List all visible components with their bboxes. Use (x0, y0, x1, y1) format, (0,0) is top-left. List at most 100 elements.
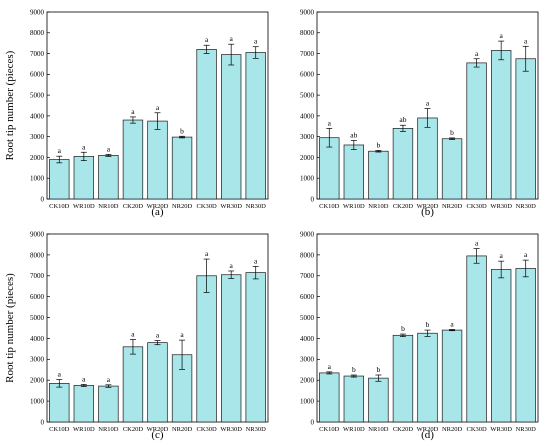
x-tick-label: WR20D (147, 203, 169, 210)
y-tick-label: 6000 (300, 293, 315, 301)
x-tick-label: WR10D (343, 426, 365, 433)
significance-label: a (131, 107, 135, 116)
bar-CK20D (392, 334, 414, 423)
x-tick-label: NR20D (442, 203, 463, 210)
bar-CK30D (196, 275, 217, 423)
bar-WR10D (343, 144, 365, 200)
bar-WR30D (220, 274, 242, 423)
significance-label: b (377, 140, 381, 149)
y-tick-label: 0 (41, 418, 45, 426)
bar-CK20D (122, 119, 144, 200)
significance-label: ab (350, 130, 357, 139)
x-tick-label: WR20D (147, 426, 169, 433)
bar-NR20D (441, 329, 463, 423)
bar-NR20D (441, 138, 463, 200)
y-tick-label: 1000 (300, 398, 315, 406)
significance-label: a (205, 249, 209, 258)
significance-label: a (524, 36, 528, 45)
x-tick-label: WR20D (417, 203, 439, 210)
x-tick-label: WR10D (73, 426, 95, 433)
significance-label: a (107, 375, 111, 384)
significance-label: a (229, 34, 233, 43)
y-tick-label: 9000 (30, 230, 45, 238)
y-tick-label: 3000 (300, 356, 315, 364)
significance-label: a (426, 99, 430, 108)
y-tick-label: 5000 (30, 314, 45, 322)
significance-label: a (58, 370, 62, 379)
bar-WR20D (417, 332, 438, 423)
y-tick-label: 7000 (30, 272, 45, 280)
significance-label: b (426, 320, 430, 329)
y-tick-label: 5000 (30, 92, 45, 100)
y-tick-label: 9000 (300, 8, 315, 16)
bar-WR30D (490, 269, 512, 423)
x-tick-label: CK10D (319, 203, 340, 210)
bar-WR20D (417, 117, 438, 200)
y-axis-label: Root tip number (pieces) (4, 273, 16, 383)
significance-label: a (131, 329, 135, 338)
x-tick-label: WR30D (220, 426, 242, 433)
chart-panel-2: 0 1000 2000 3000 4000 5000 6000 7000 8000 9000 a CK… (300, 8, 539, 218)
bar-WR20D (147, 342, 168, 423)
x-tick-label: NR30D (246, 426, 267, 433)
x-tick-label: CK10D (319, 426, 340, 433)
bar-WR10D (73, 385, 95, 423)
y-tick-label: 8000 (30, 251, 45, 259)
x-tick-label: WR30D (220, 203, 242, 210)
y-tick-label: 0 (311, 195, 315, 203)
x-tick-label: CK10D (49, 426, 70, 433)
y-tick-label: 6000 (30, 293, 45, 301)
bar-NR20D (171, 136, 193, 200)
significance-label: a (328, 362, 332, 371)
y-tick-label: 0 (41, 195, 45, 203)
significance-label: a (524, 250, 528, 259)
x-tick-label: CK30D (466, 203, 487, 210)
y-tick-label: 6000 (30, 71, 45, 79)
x-tick-label: NR30D (516, 426, 537, 433)
x-tick-label: NR30D (246, 203, 267, 210)
x-tick-label: CK30D (466, 426, 487, 433)
significance-label: a (328, 118, 332, 127)
bar-NR10D (368, 150, 389, 200)
y-tick-label: 1000 (30, 175, 45, 183)
significance-label: b (352, 365, 356, 374)
y-tick-label: 6000 (300, 71, 315, 79)
significance-label: a (450, 319, 454, 328)
significance-label: a (156, 103, 160, 112)
chart-panel-1: 0 1000 2000 3000 4000 5000 6000 7000 8000 9000 Roo… (4, 8, 269, 218)
significance-label: a (499, 251, 503, 260)
significance-label: a (254, 256, 258, 265)
bar-WR10D (343, 375, 365, 423)
y-tick-label: 9000 (300, 230, 315, 238)
significance-label: b (401, 324, 405, 333)
y-tick-label: 8000 (30, 29, 45, 37)
y-tick-label: 3000 (30, 356, 45, 364)
y-tick-label: 4000 (300, 335, 315, 343)
significance-label: b (450, 128, 454, 137)
y-tick-label: 1000 (300, 175, 315, 183)
y-tick-label: 0 (311, 418, 315, 426)
significance-label: a (180, 330, 184, 339)
bar-CK30D (466, 62, 487, 200)
y-tick-label: 4000 (30, 335, 45, 343)
x-tick-label: CK10D (49, 203, 70, 210)
x-tick-label: CK20D (123, 426, 144, 433)
x-tick-label: NR20D (172, 426, 193, 433)
significance-label: a (499, 31, 503, 40)
significance-label: a (475, 49, 479, 58)
y-tick-label: 2000 (30, 377, 45, 385)
y-tick-label: 9000 (30, 8, 45, 16)
significance-label: a (58, 146, 62, 155)
significance-label: a (82, 142, 86, 151)
y-tick-label: 2000 (300, 377, 315, 385)
y-tick-label: 8000 (300, 251, 315, 259)
chart-panel-3: 0 1000 2000 3000 4000 5000 6000 7000 8000 9000 Roo… (4, 230, 269, 441)
significance-label: b (377, 365, 381, 374)
bar-CK10D (319, 372, 340, 423)
x-tick-label: WR10D (73, 203, 95, 210)
x-tick-label: WR10D (343, 203, 365, 210)
bar-WR10D (73, 156, 95, 200)
bar-WR30D (490, 50, 512, 200)
y-tick-label: 8000 (300, 29, 315, 37)
bar-NR30D (515, 58, 536, 200)
